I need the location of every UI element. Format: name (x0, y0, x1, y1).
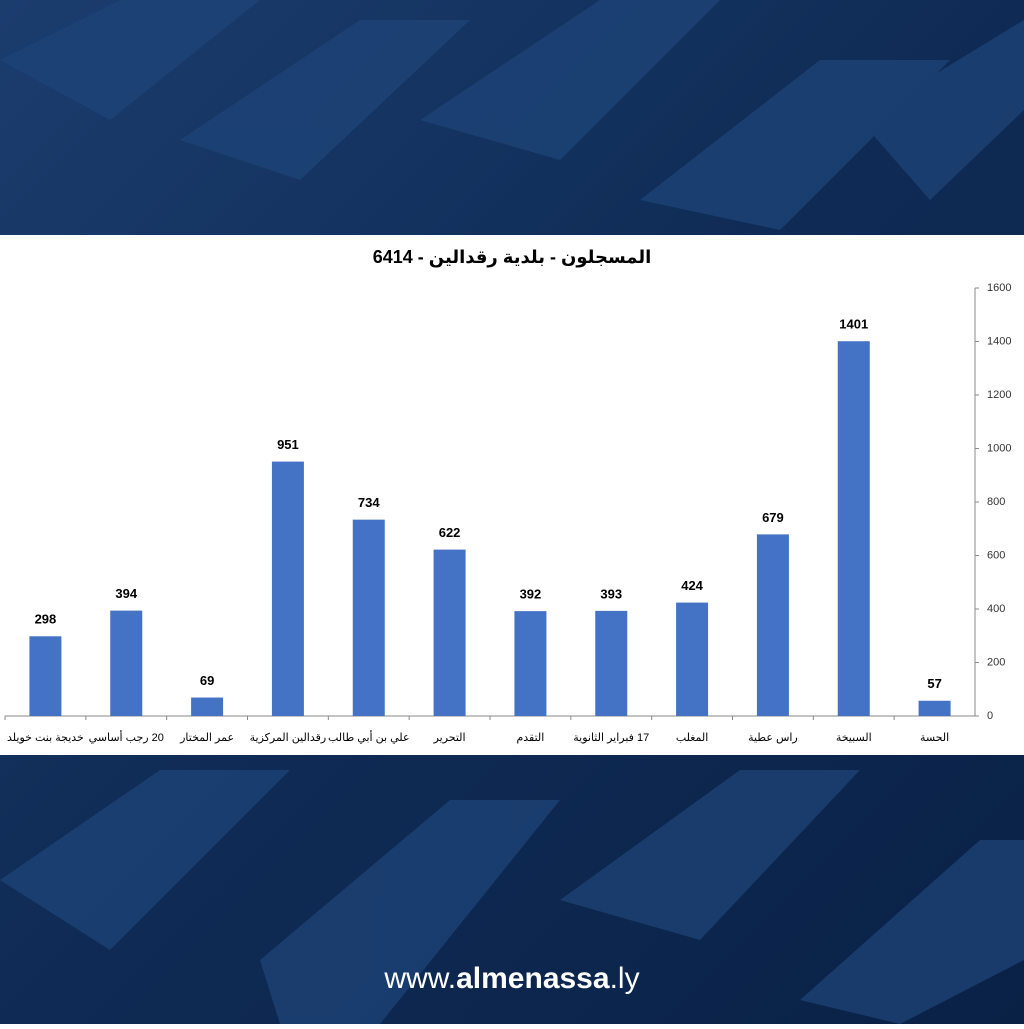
value-label: 679 (762, 510, 784, 525)
bar (756, 534, 789, 716)
value-label: 394 (115, 586, 137, 601)
y-tick-label: 1600 (987, 282, 1011, 294)
chart-title: المسجلون - بلدية رقدالين - 6414 (373, 247, 652, 268)
y-tick-label: 800 (987, 496, 1005, 508)
value-label: 734 (358, 495, 380, 510)
value-label: 69 (200, 673, 214, 688)
bar (191, 697, 224, 716)
plot: 0 200 400 600 800 1000 1200 1400 1600 خديجة بنت خ… (4, 282, 1011, 744)
y-tick-label: 1400 (987, 335, 1011, 347)
value-label: 392 (520, 587, 542, 602)
x-tick-label: التحرير (433, 732, 466, 744)
bar (595, 610, 628, 716)
x-tick-label: السبيخة (836, 732, 872, 744)
bar (837, 341, 870, 716)
x-tick-label: الحسة (920, 732, 949, 744)
y-tick-label: 0 (987, 710, 993, 722)
x-tick-label: رقدالين المركزية (250, 732, 327, 744)
x-tick-label: المغلب (676, 732, 709, 744)
value-label: 57 (927, 676, 941, 691)
value-label: 298 (35, 612, 57, 627)
x-tick-label: خديجة بنت خويلد (7, 732, 84, 744)
x-tick-label: عمر المختار (179, 732, 234, 744)
chart-panel (0, 235, 1024, 755)
value-label: 951 (277, 437, 299, 452)
footer-brand: almenassa (456, 962, 610, 995)
bar (676, 602, 709, 716)
value-label: 622 (439, 525, 461, 540)
bar (110, 610, 143, 716)
y-tick-label: 1000 (987, 442, 1011, 454)
x-tick-label: علي بن أبي طالب (328, 730, 410, 744)
bar (433, 549, 466, 716)
x-tick-label: راس عطية (748, 732, 798, 744)
value-label: 1401 (839, 317, 868, 332)
bar (352, 519, 385, 716)
y-tick-label: 1200 (987, 389, 1011, 401)
bar (271, 461, 304, 716)
bar (29, 636, 62, 716)
y-tick-label: 200 (987, 656, 1005, 668)
x-tick-label: التقدم (516, 732, 544, 744)
y-tick-label: 400 (987, 603, 1005, 615)
footer-prefix: www. (383, 962, 456, 995)
x-tick-label: 17 فبراير الثانوية (573, 732, 649, 744)
y-tick-label: 600 (987, 549, 1005, 561)
footer-suffix: .ly (610, 962, 640, 995)
footer: www.almenassa.ly (383, 962, 639, 995)
value-label: 424 (681, 578, 703, 593)
bar (918, 700, 951, 716)
value-label: 393 (600, 586, 622, 601)
x-tick-label: 20 رجب أساسي (89, 730, 164, 744)
bar (514, 611, 547, 716)
